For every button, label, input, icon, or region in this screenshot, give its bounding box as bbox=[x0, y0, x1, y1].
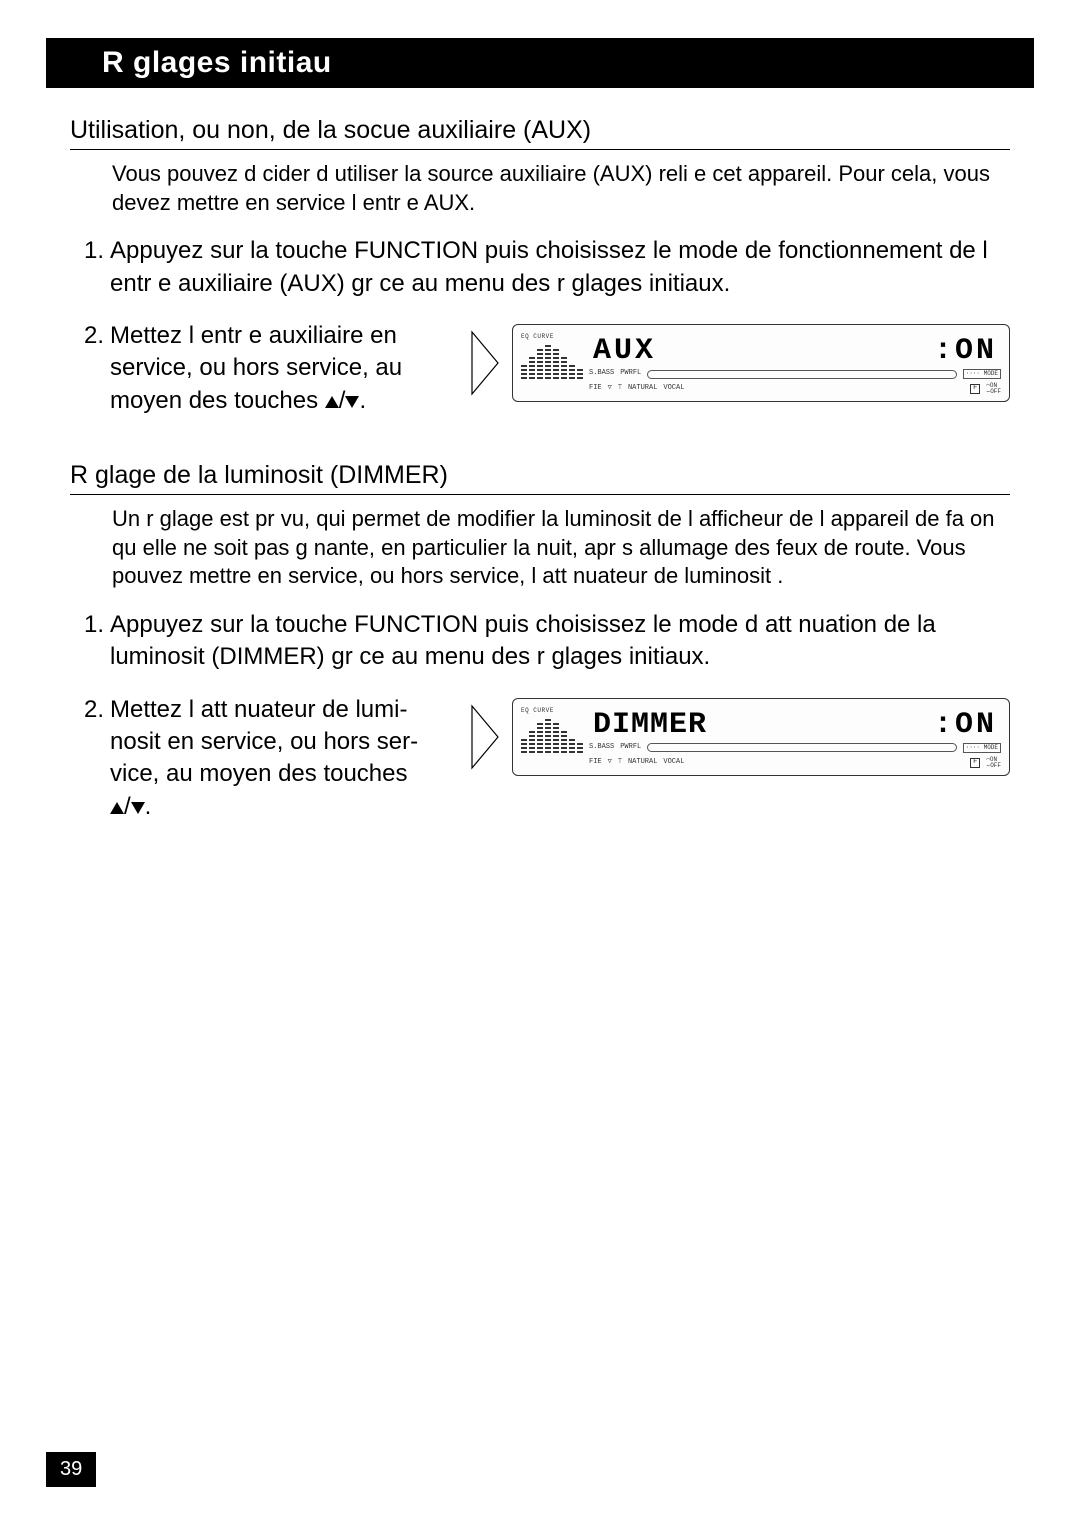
lcd-display: EQ CURVE AUX :ON S.BASS PWRFL bbox=[512, 324, 1010, 402]
eq-curve-block: EQ CURVE bbox=[517, 703, 585, 771]
manual-page: R glages initiau Utilisation, ou non, de… bbox=[0, 0, 1080, 1533]
section-title: Utilisation, ou non, de la socue auxilia… bbox=[70, 116, 1010, 150]
icon: ⟙ bbox=[618, 384, 622, 393]
step-number: 1. bbox=[70, 235, 110, 300]
section-aux: Utilisation, ou non, de la socue auxilia… bbox=[46, 116, 1034, 417]
eq-bar bbox=[553, 349, 559, 379]
lcd-status-text: :ON bbox=[934, 331, 997, 372]
eq-bar bbox=[537, 723, 543, 753]
eq-bar bbox=[561, 357, 567, 379]
step-text: Mettez l entr e auxiliaire en service, o… bbox=[110, 320, 450, 417]
page-number: 39 bbox=[46, 1452, 96, 1487]
step-number: 2. bbox=[70, 694, 110, 824]
step-1: 1. Appuyez sur la touche FUNCTION puis c… bbox=[70, 609, 1010, 674]
eq-bar bbox=[529, 357, 535, 379]
section-dimmer: R glage de la luminosit (DIMMER) Un r gl… bbox=[46, 461, 1034, 823]
pointer-arrow-icon bbox=[468, 328, 502, 398]
lcd-display: EQ CURVE DIMMER :ON S.BASS PWR bbox=[512, 698, 1010, 776]
f-icon: F bbox=[970, 758, 980, 768]
lcd-main-text: AUX bbox=[593, 331, 656, 372]
eq-bar bbox=[521, 365, 527, 379]
eq-bar bbox=[561, 731, 567, 753]
display-illustration: EQ CURVE DIMMER :ON S.BASS PWR bbox=[468, 694, 1010, 776]
pill-indicator bbox=[647, 743, 956, 752]
icon: ⟙ bbox=[618, 758, 622, 767]
icon: ▽ bbox=[608, 384, 612, 393]
eq-bar bbox=[529, 731, 535, 753]
down-arrow-icon bbox=[131, 802, 145, 814]
pointer-arrow-icon bbox=[468, 702, 502, 772]
f-icon: F bbox=[970, 384, 980, 394]
eq-bar bbox=[537, 349, 543, 379]
step-1: 1. Appuyez sur la touche FUNCTION puis c… bbox=[70, 235, 1010, 300]
step-2: 2. Mettez l att nuateur de lumi­nosit en… bbox=[70, 694, 1010, 824]
pill-indicator bbox=[647, 370, 956, 379]
step-text: Mettez l att nuateur de lumi­nosit en se… bbox=[110, 694, 450, 824]
section-title: R glage de la luminosit (DIMMER) bbox=[70, 461, 1010, 495]
step-number: 1. bbox=[70, 609, 110, 674]
eq-curve-block: EQ CURVE bbox=[517, 329, 585, 397]
up-arrow-icon bbox=[110, 802, 124, 814]
display-illustration: EQ CURVE AUX :ON S.BASS PWRFL bbox=[468, 320, 1010, 402]
eq-bar bbox=[553, 723, 559, 753]
lcd-status-text: :ON bbox=[934, 705, 997, 746]
eq-bar bbox=[521, 739, 527, 753]
lcd-main-text: DIMMER bbox=[593, 705, 707, 746]
eq-bar bbox=[545, 717, 551, 753]
section-intro: Un r glage est pr vu, qui permet de modi… bbox=[70, 505, 1010, 591]
eq-bar bbox=[569, 739, 575, 753]
step-2: 2. Mettez l entr e auxiliaire en service… bbox=[70, 320, 1010, 417]
eq-bar bbox=[577, 743, 583, 753]
page-header: R glages initiau bbox=[46, 38, 1034, 88]
step-text: Appuyez sur la touche FUNCTION puis choi… bbox=[110, 235, 1010, 300]
header-title: R glages initiau bbox=[102, 46, 332, 80]
section-intro: Vous pouvez d cider d utiliser la source… bbox=[70, 160, 1010, 217]
step-text: Appuyez sur la touche FUNCTION puis choi… bbox=[110, 609, 1010, 674]
icon: ▽ bbox=[608, 758, 612, 767]
step-number: 2. bbox=[70, 320, 110, 417]
eq-bar bbox=[569, 365, 575, 379]
down-arrow-icon bbox=[345, 396, 359, 408]
eq-bar bbox=[577, 369, 583, 379]
eq-bar bbox=[545, 343, 551, 379]
up-arrow-icon bbox=[325, 396, 339, 408]
